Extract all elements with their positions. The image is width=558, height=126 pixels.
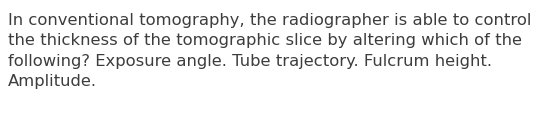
Text: In conventional tomography, the radiographer is able to control
the thickness of: In conventional tomography, the radiogra… <box>8 13 532 89</box>
